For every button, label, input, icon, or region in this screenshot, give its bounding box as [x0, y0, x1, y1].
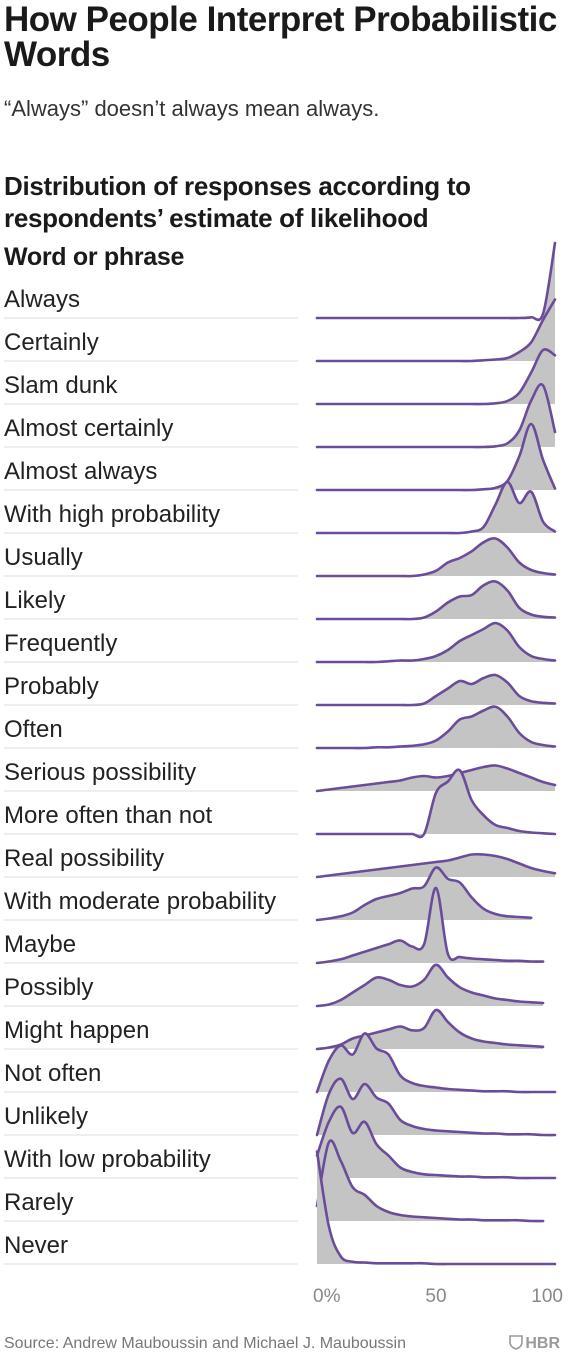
- row-label-often: Often: [4, 716, 63, 743]
- row-label-almost-certainly: Almost certainly: [4, 415, 173, 442]
- ridge-line-almost-certainly: [315, 383, 557, 449]
- ridge-line-probably: [315, 673, 557, 707]
- ridge-fill-frequently: [317, 622, 555, 663]
- row-label-possibly: Possibly: [4, 974, 93, 1001]
- row-label-likely: Likely: [4, 587, 65, 614]
- ridge-fill-not-often: [317, 1033, 555, 1093]
- hbr-logo: HBR: [509, 1335, 560, 1353]
- ridge-line-frequently: [315, 621, 557, 664]
- ridge-fill-probably: [317, 674, 555, 706]
- row-label-real-possibility: Real possibility: [4, 845, 164, 872]
- row-label-more-often-than-not: More often than not: [4, 802, 212, 829]
- row-label-not-often: Not often: [4, 1060, 101, 1087]
- ridge-fill-real-possibility: [317, 854, 555, 877]
- row-labels: Always Certainly Slam dunk Almost certainly…: [4, 286, 276, 1259]
- ridge-fill-unlikely: [317, 1078, 555, 1136]
- ridge-fill-with-low-probability: [317, 1106, 555, 1179]
- ridge-fill-likely: [317, 581, 555, 620]
- ridge-line-often: [315, 705, 557, 750]
- row-label-might-happen: Might happen: [4, 1017, 149, 1044]
- ridge-fill-possibly: [317, 964, 544, 1006]
- ridge-fill-maybe: [317, 887, 544, 963]
- shield-icon: [509, 1335, 524, 1350]
- row-label-unlikely: Unlikely: [4, 1103, 88, 1130]
- ridge-line-likely: [315, 580, 557, 621]
- ridge-fill-rarely: [317, 1140, 544, 1222]
- row-label-usually: Usually: [4, 544, 83, 571]
- ridge-line-serious-possibility: [315, 764, 557, 793]
- ridge-line-never: [315, 1150, 557, 1266]
- x-axis-ticks: 0% 50 100: [313, 1286, 563, 1307]
- ridge-fill-certainly: [317, 299, 555, 362]
- ridge-line-slam-dunk: [315, 348, 557, 406]
- logo-text: HBR: [525, 1335, 560, 1352]
- chart-heading: Distribution of responses according to r…: [4, 171, 471, 233]
- ridge-fill-often: [317, 706, 555, 749]
- ridge-fill-with-moderate-probability: [317, 867, 532, 920]
- source-note: Source: Andrew Mauboussin and Michael J.…: [4, 1335, 406, 1352]
- ridge-line-possibly: [315, 963, 545, 1008]
- row-label-rarely: Rarely: [4, 1189, 73, 1216]
- ridge-line-rarely: [315, 1139, 545, 1223]
- row-label-certainly: Certainly: [4, 329, 99, 356]
- x-tick-label: 0%: [313, 1286, 341, 1307]
- x-tick-label: 50: [425, 1286, 446, 1307]
- row-label-slam-dunk: Slam dunk: [4, 372, 118, 399]
- ridge-line-always: [315, 241, 557, 322]
- ridge-fill-more-often-than-not: [317, 769, 555, 838]
- ridge-line-not-often: [315, 1032, 557, 1094]
- ridge-line-with-low-probability: [315, 1105, 557, 1180]
- x-tick-label: 100: [531, 1286, 563, 1307]
- ridge-line-with-moderate-probability: [315, 866, 533, 922]
- ridge-line-might-happen: [315, 1008, 545, 1051]
- ridge-fill-with-high-probability: [317, 481, 555, 534]
- row-label-with-moderate-probability: With moderate probability: [4, 888, 276, 915]
- ridge-fill-almost-always: [317, 423, 555, 491]
- row-label-probably: Probably: [4, 673, 99, 700]
- ridge-line-real-possibility: [315, 852, 557, 879]
- column-header: Word or phrase: [4, 243, 185, 271]
- ridge-line-usually: [315, 537, 557, 578]
- ridge-fill-might-happen: [317, 1009, 544, 1049]
- row-label-almost-always: Almost always: [4, 458, 157, 485]
- ridge-line-certainly: [315, 298, 557, 363]
- row-dividers: [4, 317, 298, 1265]
- chart-subtitle: “Always” doesn’t always mean always.: [4, 96, 380, 121]
- ridges: [315, 241, 557, 1266]
- chart-title: How People Interpret Probabilistic Words: [4, 0, 557, 74]
- row-label-never: Never: [4, 1232, 68, 1259]
- row-label-with-low-probability: With low probability: [4, 1146, 211, 1173]
- ridge-line-maybe: [315, 886, 545, 965]
- ridgeline-chart: Always Certainly Slam dunk Almost certainly…: [4, 241, 563, 1307]
- row-label-serious-possibility: Serious possibility: [4, 759, 196, 786]
- row-label-with-high-probability: With high probability: [4, 501, 220, 528]
- ridge-line-unlikely: [315, 1077, 557, 1137]
- row-label-frequently: Frequently: [4, 630, 117, 657]
- row-label-always: Always: [4, 286, 80, 313]
- ridge-fill-usually: [317, 538, 555, 577]
- ridge-line-more-often-than-not: [315, 768, 557, 839]
- ridge-fill-always: [317, 243, 555, 320]
- ridge-line-with-high-probability: [315, 480, 557, 535]
- row-label-maybe: Maybe: [4, 931, 76, 958]
- ridge-line-almost-always: [315, 422, 557, 492]
